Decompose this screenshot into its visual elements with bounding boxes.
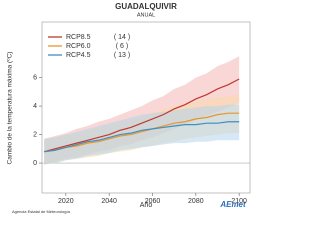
y-tick-label: 4: [33, 103, 37, 110]
x-tick-label: 2040: [101, 198, 117, 205]
y-tick-label: 2: [33, 131, 37, 138]
footer: Agencia Estatal de Meteorología: [12, 209, 71, 214]
y-tick-label: 0: [33, 160, 37, 167]
plot-area: [41, 21, 251, 194]
x-tick-label: 2080: [188, 198, 204, 205]
x-axis-label: Año: [140, 202, 153, 209]
logo: AEmet: [219, 200, 246, 209]
page: GUADALQUIVIR ANUAL Año Cambio de la temp…: [6, 2, 251, 215]
series-line: [44, 121, 240, 153]
legend-label: RCP8.5: [66, 34, 91, 41]
y-tick-label: 6: [33, 74, 37, 81]
chart-title: GUADALQUIVIR: [115, 2, 177, 11]
legend-count: ( 14 ): [114, 34, 130, 41]
chart: GUADALQUIVIR ANUAL Año Cambio de la temp…: [7, 2, 251, 214]
series-line: [44, 78, 240, 153]
legend-count: ( 6 ): [116, 43, 128, 50]
x-tick-label: 2060: [145, 198, 161, 205]
legend-count: ( 13 ): [114, 52, 130, 59]
chart-subtitle: ANUAL: [137, 12, 155, 18]
x-tick-label: 2100: [231, 198, 247, 205]
legend-label: RCP4.5: [66, 52, 91, 59]
legend-label: RCP6.0: [66, 43, 91, 50]
y-axis-label: Cambio de la temperatura máxima (ºC): [7, 52, 14, 165]
x-tick-label: 2020: [58, 198, 74, 205]
series-line: [44, 112, 240, 153]
range-band: [44, 104, 240, 165]
